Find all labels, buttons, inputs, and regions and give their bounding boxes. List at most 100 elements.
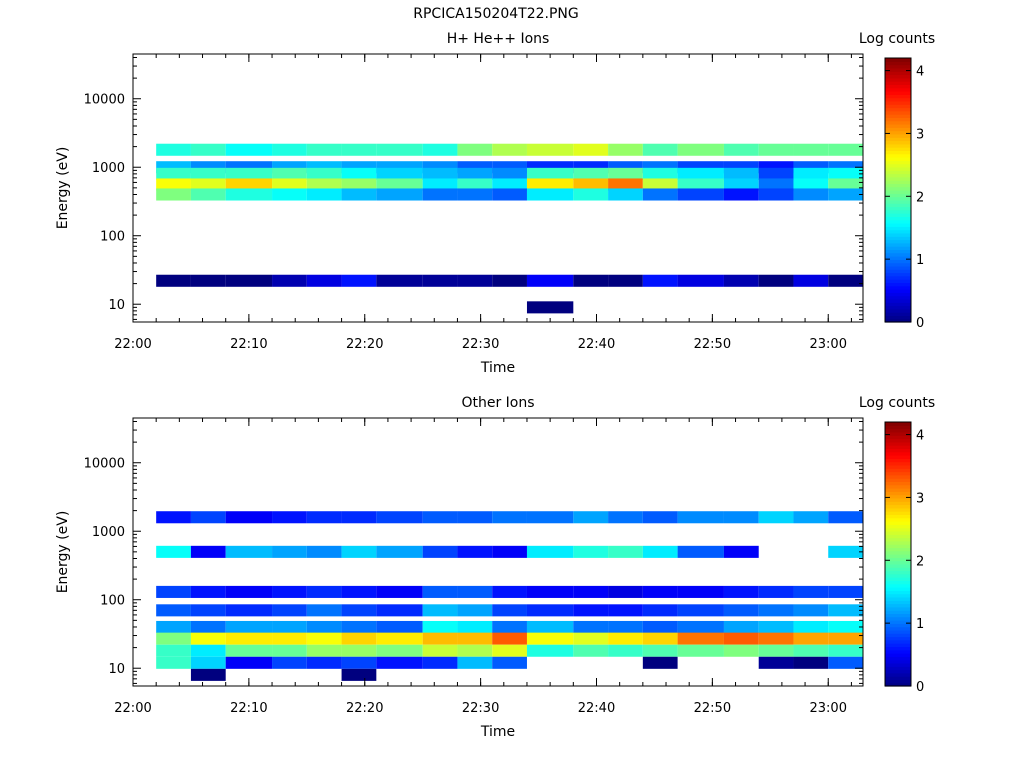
colorbar-swatch [885,143,911,148]
heatmap-cell [272,188,307,201]
heatmap-cell [723,620,759,634]
heatmap-cell [156,178,191,191]
heatmap-cell [341,188,377,201]
colorbar-swatch [885,596,911,601]
colorbar-swatch [885,180,911,184]
colorbar-swatch [885,672,911,677]
heatmap-cell [190,545,226,558]
heatmap-cell [190,668,226,681]
colorbar-swatch [885,679,911,684]
heatmap-cell [341,167,377,180]
heatmap-cell [573,143,609,156]
heatmap-cell [272,545,307,558]
x-tick-label: 22:30 [462,701,499,716]
heatmap-cell [306,656,342,669]
colorbar-swatch [885,295,911,300]
heatmap-cell [422,178,458,191]
heatmap-cell [422,274,458,287]
colorbar-swatch [885,455,911,459]
heatmap-cell [422,604,458,617]
colorbar-tick-label: 2 [916,190,924,205]
y-tick-label: 1000 [92,525,125,540]
colorbar-swatch [885,656,911,661]
colorbar-swatch [885,471,911,476]
colorbar-swatch [885,610,911,614]
heatmap-cell [758,632,794,645]
x-tick-label: 22:40 [578,701,615,716]
heatmap-cell [492,604,527,617]
heatmap-cell [457,274,493,287]
heatmap-cell [608,167,643,180]
heatmap-cell [422,188,458,201]
heatmap-cell [573,620,609,634]
heatmap-cell [723,274,759,287]
heatmap-cell [225,188,273,201]
y-tick-label: 100 [100,230,125,245]
colorbar-swatch [885,302,911,307]
heatmap-cell [492,644,527,657]
heatmap-cell [642,178,678,191]
heatmap-cell [677,585,724,598]
colorbar-swatch [885,524,911,529]
y-axis-label: Energy (eV) [55,147,71,230]
heatmap-cell [608,274,643,287]
colorbar-swatch [885,550,911,555]
heatmap-cell [526,632,574,645]
colorbar-swatch [885,308,911,313]
heatmap-cell [341,585,377,598]
heatmap-cell [376,632,423,645]
heatmap-cell [225,274,273,287]
heatmap-cell [156,632,191,645]
heatmap-cell [492,632,527,645]
heatmap-cell [828,656,863,669]
heatmap-cell [492,188,527,201]
heatmap-cell [272,585,307,598]
colorbar-swatch [885,662,911,667]
heatmap-cell [828,585,863,598]
colorbar-swatch [885,435,911,440]
heatmap-cell [341,511,377,524]
heatmap-cell [492,656,527,669]
heatmap-cell [376,656,423,669]
heatmap-cell [642,644,678,657]
colorbar-swatch [885,517,911,522]
heatmap-cell [457,585,493,598]
heatmap-cell [156,656,191,669]
heatmap-cell [608,511,643,524]
heatmap-cell [376,511,423,524]
colorbar-swatch [885,494,911,499]
colorbar-swatch [885,153,911,158]
heatmap-cell [272,143,307,156]
heatmap-cell [526,620,574,634]
heatmap-cell [793,656,829,669]
heatmap-cell [608,585,643,598]
heatmap-cell [457,511,493,524]
heatmap-cell [573,604,609,617]
colorbar-swatch [885,544,911,548]
heatmap-cell [573,644,609,657]
heatmap-cell [225,656,273,669]
heatmap-cell [272,511,307,524]
colorbar-swatch [885,61,911,66]
heatmap-cell [492,274,527,287]
colorbar-swatch [885,557,911,562]
colorbar-swatch [885,659,911,664]
colorbar-swatch [885,577,911,581]
colorbar-swatch [885,458,911,463]
heatmap-cell [190,511,226,524]
colorbar-swatch [885,474,911,479]
heatmap-cell [422,632,458,645]
colorbar-tick-label: 0 [916,316,924,331]
heatmap-cell [457,620,493,634]
heatmap-cell [225,545,273,558]
heatmap-cell [422,644,458,657]
heatmap-cell [156,274,191,287]
heatmap-cell [723,188,759,201]
colorbar-swatch [885,130,911,135]
heatmap-cell [422,585,458,598]
heatmap-cell [341,143,377,156]
colorbar-swatch [885,133,911,138]
figure-title: RPCICA150204T22.PNG [413,6,578,22]
colorbar-swatch [885,603,911,608]
